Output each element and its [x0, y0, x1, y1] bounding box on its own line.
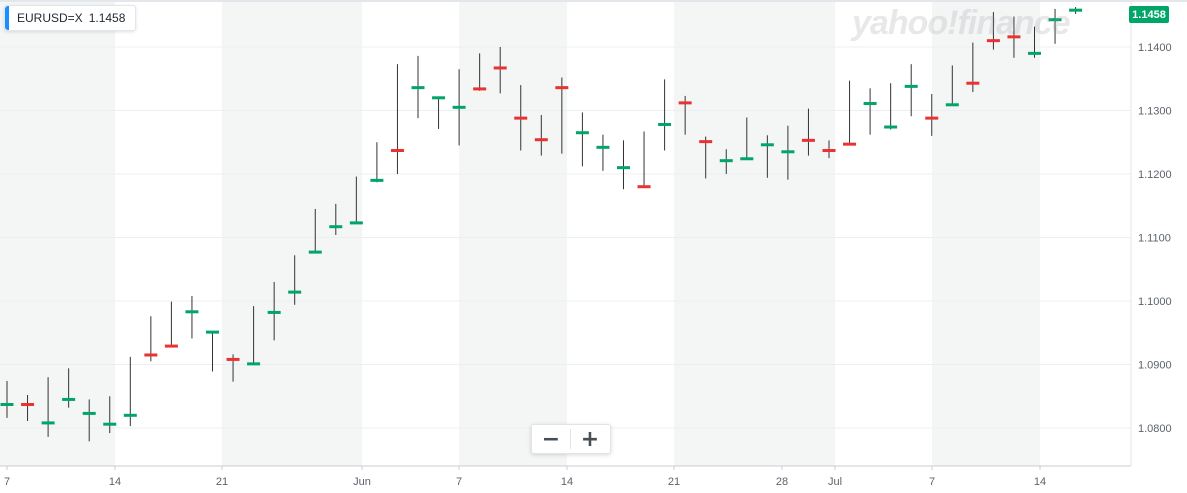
ohlc-close-mark — [1028, 51, 1041, 55]
ohlc-close-mark — [123, 413, 137, 417]
y-tick-label: 1.1000 — [1138, 296, 1172, 308]
ohlc-close-mark — [164, 344, 178, 348]
y-tick-label: 1.1300 — [1138, 106, 1172, 118]
ohlc-close-mark — [617, 166, 630, 170]
zoom-separator — [570, 429, 571, 449]
ohlc-close-mark — [863, 102, 877, 106]
ohlc-close-mark — [534, 138, 548, 142]
ohlc-close-mark — [1069, 8, 1083, 12]
ohlc-close-mark — [103, 422, 117, 426]
ohlc-close-mark — [514, 116, 528, 120]
y-tick-label: 1.1400 — [1138, 42, 1172, 54]
ticker-price: 1.1458 — [88, 11, 126, 25]
x-tick-label: 7 — [929, 476, 935, 488]
week-band — [222, 0, 362, 466]
ohlc-close-mark — [144, 353, 158, 357]
zoom-out-button[interactable]: − — [532, 425, 570, 453]
ohlc-close-mark — [267, 310, 281, 314]
ohlc-close-mark — [699, 140, 713, 144]
ohlc-close-mark — [206, 330, 219, 334]
y-tick-label: 1.1100 — [1138, 233, 1171, 245]
week-band — [674, 0, 835, 466]
ohlc-bars — [0, 7, 1083, 442]
week-band — [459, 0, 567, 466]
ohlc-close-mark — [390, 149, 404, 153]
week-bands — [0, 0, 1040, 466]
ohlc-close-mark — [329, 225, 343, 229]
ohlc-close-mark — [884, 125, 898, 129]
ohlc-close-mark — [575, 131, 589, 135]
ohlc-close-mark — [925, 116, 939, 120]
y-axis-ticks: 1.1400 1.1300 1.1200 1.1100 1.1000 1.0900 1.08… — [1138, 42, 1172, 435]
x-tick-label: 21 — [216, 476, 228, 488]
ohlc-close-mark — [349, 221, 363, 225]
ohlc-close-mark — [226, 357, 240, 361]
ohlc-close-mark — [678, 101, 692, 105]
ohlc-close-mark — [411, 86, 425, 90]
ohlc-close-mark — [452, 105, 466, 109]
x-tick-label: 7 — [4, 476, 10, 488]
ohlc-close-mark — [82, 411, 96, 415]
horizontal-gridlines — [0, 46, 1131, 429]
zoom-in-button[interactable]: + — [571, 425, 609, 453]
ohlc-close-mark — [843, 142, 857, 146]
x-tick-label: 28 — [776, 476, 788, 488]
x-tick-label: 21 — [668, 476, 680, 488]
ohlc-close-mark — [760, 143, 774, 147]
ohlc-close-mark — [822, 149, 836, 153]
ohlc-close-mark — [966, 81, 980, 85]
week-band — [0, 0, 115, 466]
y-tick-label: 1.1200 — [1138, 169, 1172, 181]
ticker-accent — [5, 6, 9, 30]
x-tick-label: 14 — [109, 476, 121, 488]
ohlc-close-mark — [21, 403, 35, 407]
ohlc-close-mark — [473, 87, 487, 91]
ohlc-close-mark — [247, 362, 261, 366]
ohlc-close-mark — [637, 185, 651, 189]
ohlc-close-mark — [658, 122, 672, 126]
ohlc-close-mark — [801, 138, 815, 142]
top-border — [0, 0, 1187, 2]
ticker-label: EURUSD=X 1.1458 — [4, 5, 137, 31]
ohlc-close-mark — [493, 66, 507, 70]
ohlc-close-mark — [432, 96, 446, 100]
x-tick-label: 7 — [456, 476, 462, 488]
ohlc-close-mark — [904, 84, 918, 88]
ohlc-close-mark — [945, 103, 959, 107]
zoom-controls: − + — [531, 424, 611, 454]
ohlc-close-mark — [370, 178, 384, 182]
x-tick-label: Jun — [353, 476, 371, 488]
ohlc-close-mark — [555, 86, 569, 90]
ohlc-close-mark — [781, 150, 795, 154]
ohlc-close-mark — [740, 157, 754, 161]
ohlc-close-mark — [1048, 18, 1062, 22]
ohlc-close-mark — [1007, 35, 1021, 39]
last-price-badge: 1.1458 — [1129, 6, 1169, 23]
y-tick-label: 1.0900 — [1138, 360, 1172, 372]
ohlc-close-mark — [596, 145, 610, 149]
ohlc-close-mark — [62, 397, 76, 401]
x-tick-label: 14 — [561, 476, 573, 488]
ohlc-close-mark — [308, 250, 322, 254]
x-axis-ticks: 7 14 21 Jun 7 14 21 28 Jul 7 14 — [4, 466, 1046, 488]
ohlc-close-mark — [41, 421, 55, 425]
ohlc-close-mark — [288, 290, 302, 294]
ticker-symbol: EURUSD=X — [17, 11, 83, 25]
x-tick-label: Jul — [828, 476, 842, 488]
ohlc-close-mark — [986, 39, 1000, 43]
ohlc-close-mark — [0, 403, 14, 407]
ohlc-close-mark — [719, 159, 733, 163]
week-band — [932, 0, 1040, 466]
y-tick-label: 1.0800 — [1138, 423, 1172, 435]
x-tick-label: 14 — [1034, 476, 1046, 488]
ohlc-close-mark — [185, 310, 199, 314]
